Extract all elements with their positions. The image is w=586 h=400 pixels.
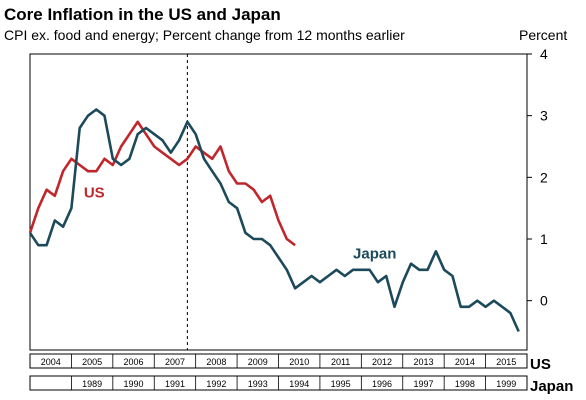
x-tick-label: 2005 bbox=[82, 357, 102, 367]
y-tick-label: 4 bbox=[540, 46, 548, 62]
x-tick-label: 1993 bbox=[248, 379, 268, 389]
x-tick-label: 2009 bbox=[248, 357, 268, 367]
chart-title: Core Inflation in the US and Japan bbox=[4, 5, 281, 24]
x-tick-label: 2008 bbox=[206, 357, 226, 367]
x-tick-label: 1999 bbox=[496, 379, 516, 389]
x-tick-label: 2012 bbox=[372, 357, 392, 367]
x-axis-name: US bbox=[530, 356, 551, 373]
series-label-japan: Japan bbox=[353, 246, 396, 263]
x-tick-label: 2010 bbox=[289, 357, 309, 367]
x-tick-label: 2013 bbox=[413, 357, 433, 367]
x-axis-name: Japan bbox=[530, 378, 573, 395]
x-tick-label: 1989 bbox=[82, 379, 102, 389]
y-tick-label: 1 bbox=[540, 231, 548, 247]
x-tick-label: 1994 bbox=[289, 379, 309, 389]
x-axis-japan: 1989 1990 1991 1992 1993 1994 1995 1996 1997 1998… bbox=[29, 375, 573, 395]
series-layer bbox=[28, 108, 520, 333]
y-axis: 0 1 2 3 4 bbox=[527, 46, 548, 309]
x-tick-label: 1995 bbox=[331, 379, 351, 389]
x-axis-us: 2004 2005 2006 2007 2008 2009 2010 2011 2012 2013… bbox=[29, 353, 551, 373]
y-axis-unit-label: Percent bbox=[519, 27, 567, 43]
chart-subtitle: CPI ex. food and energy; Percent change … bbox=[4, 27, 405, 43]
y-tick-label: 3 bbox=[540, 108, 548, 124]
y-tick-label: 2 bbox=[540, 169, 548, 185]
x-tick-label: 2006 bbox=[124, 357, 144, 367]
x-tick-label: 1992 bbox=[206, 379, 226, 389]
x-tick-label: 2004 bbox=[41, 357, 61, 367]
x-tick-label: 1998 bbox=[455, 379, 475, 389]
plot-frame bbox=[29, 53, 528, 351]
x-tick-label: 1991 bbox=[165, 379, 185, 389]
y-tick-label: 0 bbox=[540, 293, 548, 309]
x-tick-label: 2014 bbox=[455, 357, 475, 367]
plot-border bbox=[29, 53, 528, 351]
series-line-japan bbox=[28, 108, 520, 333]
x-tick-label: 2015 bbox=[496, 357, 516, 367]
x-tick-label: 1990 bbox=[124, 379, 144, 389]
x-tick-label: 2011 bbox=[331, 357, 350, 367]
x-tick-label: 1997 bbox=[413, 379, 433, 389]
x-tick-label: 2007 bbox=[165, 357, 185, 367]
series-labels: US Japan bbox=[84, 185, 397, 263]
series-label-us: US bbox=[84, 185, 105, 202]
x-tick-label: 1996 bbox=[372, 379, 392, 389]
